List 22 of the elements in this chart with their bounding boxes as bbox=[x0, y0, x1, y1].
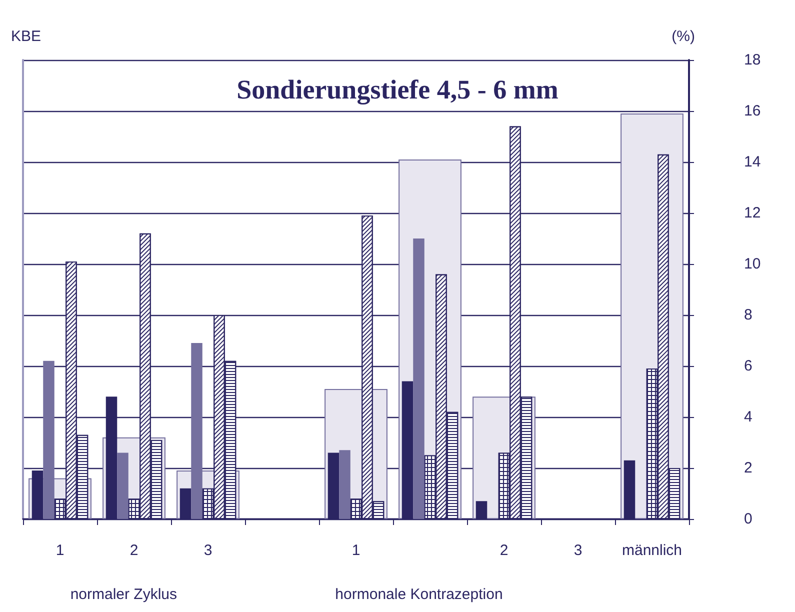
y2-tick-label: 0 bbox=[744, 510, 752, 528]
y2-tick-label: 6 bbox=[744, 358, 752, 374]
y2-tick-label: 18 bbox=[744, 52, 761, 68]
y2-tick-label: 8 bbox=[744, 306, 752, 324]
x-tick-label: 3 bbox=[574, 542, 582, 559]
x-tick-label: 1 bbox=[56, 542, 64, 559]
y2-tick-label: 4 bbox=[744, 408, 752, 426]
x-tick-label: 2 bbox=[130, 542, 138, 559]
y2-tick-label: 16 bbox=[744, 102, 761, 120]
x-tick-label: 3 bbox=[204, 542, 212, 559]
y2-tick-label: 12 bbox=[744, 204, 761, 222]
y2-tick-label: 2 bbox=[744, 460, 752, 476]
text: Sondierungstiefe 4,5 - 6 mm bbox=[236, 74, 559, 104]
x-tick-label: 2 bbox=[500, 542, 508, 559]
text: hormonale Kontrazeption bbox=[335, 586, 503, 603]
y2-axis-title: (%) bbox=[672, 28, 696, 45]
y2-tick-label: 10 bbox=[744, 256, 761, 272]
y2-tick-label: 14 bbox=[744, 154, 761, 170]
x-tick-label: 1 bbox=[352, 542, 360, 559]
text: normaler Zyklus bbox=[70, 586, 178, 603]
x-tick-label: männlich bbox=[622, 542, 682, 559]
y-axis-title: KBE bbox=[11, 28, 42, 45]
